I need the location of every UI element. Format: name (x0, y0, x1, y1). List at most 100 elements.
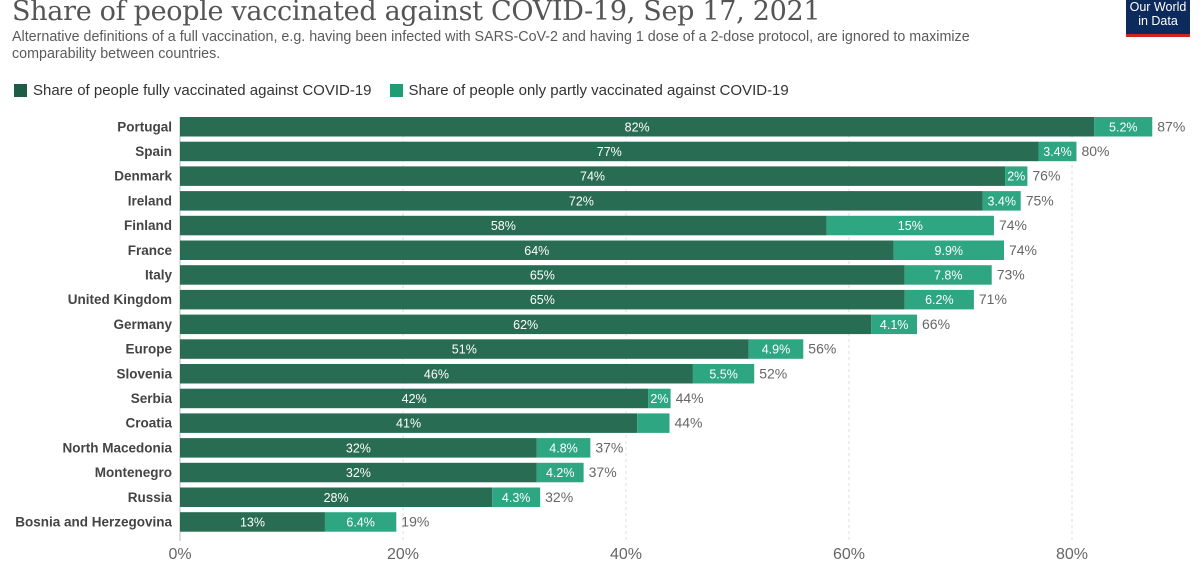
chart-subtitle: Alternative definitions of a full vaccin… (12, 29, 970, 62)
bar-partly-vaccinated (536, 462, 584, 483)
category-label: Portugal (117, 119, 172, 134)
bar-partly-vaccinated (1038, 141, 1077, 162)
bar-fully-vaccinated (180, 191, 983, 211)
total-label: 37% (589, 464, 617, 480)
total-label: 75% (1026, 192, 1054, 208)
category-label: Denmark (114, 169, 172, 184)
legend-swatch-fully (14, 84, 27, 97)
bar-label-fully: 42% (402, 392, 427, 406)
bar-label-partly: 9.9% (935, 244, 964, 258)
bar-fully-vaccinated (180, 289, 905, 310)
bar-partly-vaccinated (1094, 117, 1153, 137)
bar-label-fully: 32% (346, 441, 371, 455)
category-label: Montenegro (95, 465, 172, 480)
bar-label-partly: 5.2% (1109, 120, 1138, 134)
bar-partly-vaccinated (982, 191, 1021, 211)
total-label: 87% (1157, 118, 1185, 134)
bar-label-partly: 4.2% (546, 466, 575, 480)
x-tick-label: 80% (1056, 546, 1088, 563)
bar-label-fully: 65% (530, 293, 555, 307)
bar-label-partly: 4.3% (502, 491, 531, 505)
bar-label-fully: 58% (491, 219, 516, 233)
bar-label-fully: 65% (530, 268, 555, 282)
bar-fully-vaccinated (180, 166, 1006, 186)
category-label: France (128, 243, 173, 258)
legend-label-partly: Share of people only partly vaccinated a… (408, 82, 789, 99)
total-label: 74% (999, 217, 1027, 233)
bar-label-fully: 74% (580, 170, 605, 184)
bar-label-fully: 41% (396, 417, 421, 431)
bar-partly-vaccinated (904, 265, 992, 285)
bar-fully-vaccinated (180, 438, 537, 458)
bar-partly-vaccinated (324, 512, 397, 532)
category-label: Bosnia and Herzegovina (15, 514, 172, 529)
category-label: Slovenia (116, 366, 172, 381)
x-tick-label: 40% (610, 546, 642, 563)
bar-partly-vaccinated (748, 339, 804, 359)
category-label: Germany (113, 317, 172, 332)
bar-label-fully: 32% (346, 466, 371, 480)
bar-fully-vaccinated (180, 117, 1095, 137)
bar-partly-vaccinated (692, 364, 755, 384)
x-tick-label: 20% (387, 546, 419, 563)
bar-fully-vaccinated (180, 487, 493, 507)
total-label: 66% (922, 316, 950, 332)
bar-fully-vaccinated (180, 364, 693, 384)
bar-fully-vaccinated (180, 462, 537, 483)
category-label: Ireland (128, 193, 172, 208)
chart-title: Share of people vaccinated against COVID… (12, 0, 821, 27)
bar-label-fully: 46% (424, 367, 449, 381)
bar-partly-vaccinated (637, 413, 670, 433)
logo-line-2: in Data (1138, 14, 1178, 28)
logo-line-1: Our World (1129, 0, 1187, 14)
bar-fully-vaccinated (180, 388, 649, 409)
bar-fully-vaccinated (180, 215, 827, 236)
bar-partly-vaccinated (648, 388, 671, 409)
bar-label-partly: 5.5% (709, 367, 738, 381)
total-label: 76% (1032, 168, 1060, 184)
bar-label-fully: 82% (625, 120, 650, 134)
owid-logo[interactable]: Our World in Data (1126, 0, 1190, 37)
total-label: 74% (1009, 242, 1037, 258)
bar-label-fully: 72% (569, 194, 594, 208)
legend-swatch-partly (389, 84, 403, 97)
bar-partly-vaccinated (492, 487, 541, 507)
bar-partly-vaccinated (536, 438, 591, 458)
total-label: 73% (997, 266, 1025, 282)
bar-label-fully: 28% (324, 491, 349, 505)
total-label: 32% (545, 489, 573, 505)
bar-partly-vaccinated (1005, 166, 1028, 186)
total-label: 44% (674, 415, 702, 431)
bar-fully-vaccinated (180, 240, 894, 260)
bar-partly-vaccinated (871, 314, 918, 335)
bar-label-partly: 2% (1007, 170, 1025, 184)
bar-label-partly: 3.4% (1043, 145, 1072, 159)
bar-fully-vaccinated (180, 265, 905, 285)
legend-item-partly[interactable]: Share of people only partly vaccinated a… (389, 82, 789, 99)
total-label: 19% (401, 513, 429, 529)
bar-fully-vaccinated (180, 413, 638, 433)
total-label: 44% (676, 390, 704, 406)
bar-fully-vaccinated (180, 141, 1039, 162)
total-label: 80% (1081, 143, 1109, 159)
bar-label-fully: 62% (513, 318, 538, 332)
total-label: 71% (979, 291, 1007, 307)
legend-item-fully[interactable]: Share of people fully vaccinated against… (14, 82, 372, 99)
legend-label-fully: Share of people fully vaccinated against… (33, 82, 372, 99)
total-label: 56% (808, 341, 836, 357)
bar-label-fully: 64% (524, 244, 549, 258)
bar-label-partly: 6.2% (925, 293, 954, 307)
bar-fully-vaccinated (180, 314, 872, 335)
category-label: Spain (135, 144, 172, 159)
x-tick-label: 60% (833, 546, 865, 563)
bar-partly-vaccinated (826, 215, 994, 236)
x-tick-label: 0% (168, 546, 191, 563)
bar-label-partly: 15% (898, 219, 923, 233)
bar-partly-vaccinated (904, 289, 974, 310)
bar-label-partly: 4.9% (762, 343, 791, 357)
bar-label-partly: 4.8% (549, 441, 578, 455)
category-label: Finland (124, 218, 172, 233)
bar-fully-vaccinated (180, 339, 749, 359)
total-label: 37% (595, 439, 623, 455)
